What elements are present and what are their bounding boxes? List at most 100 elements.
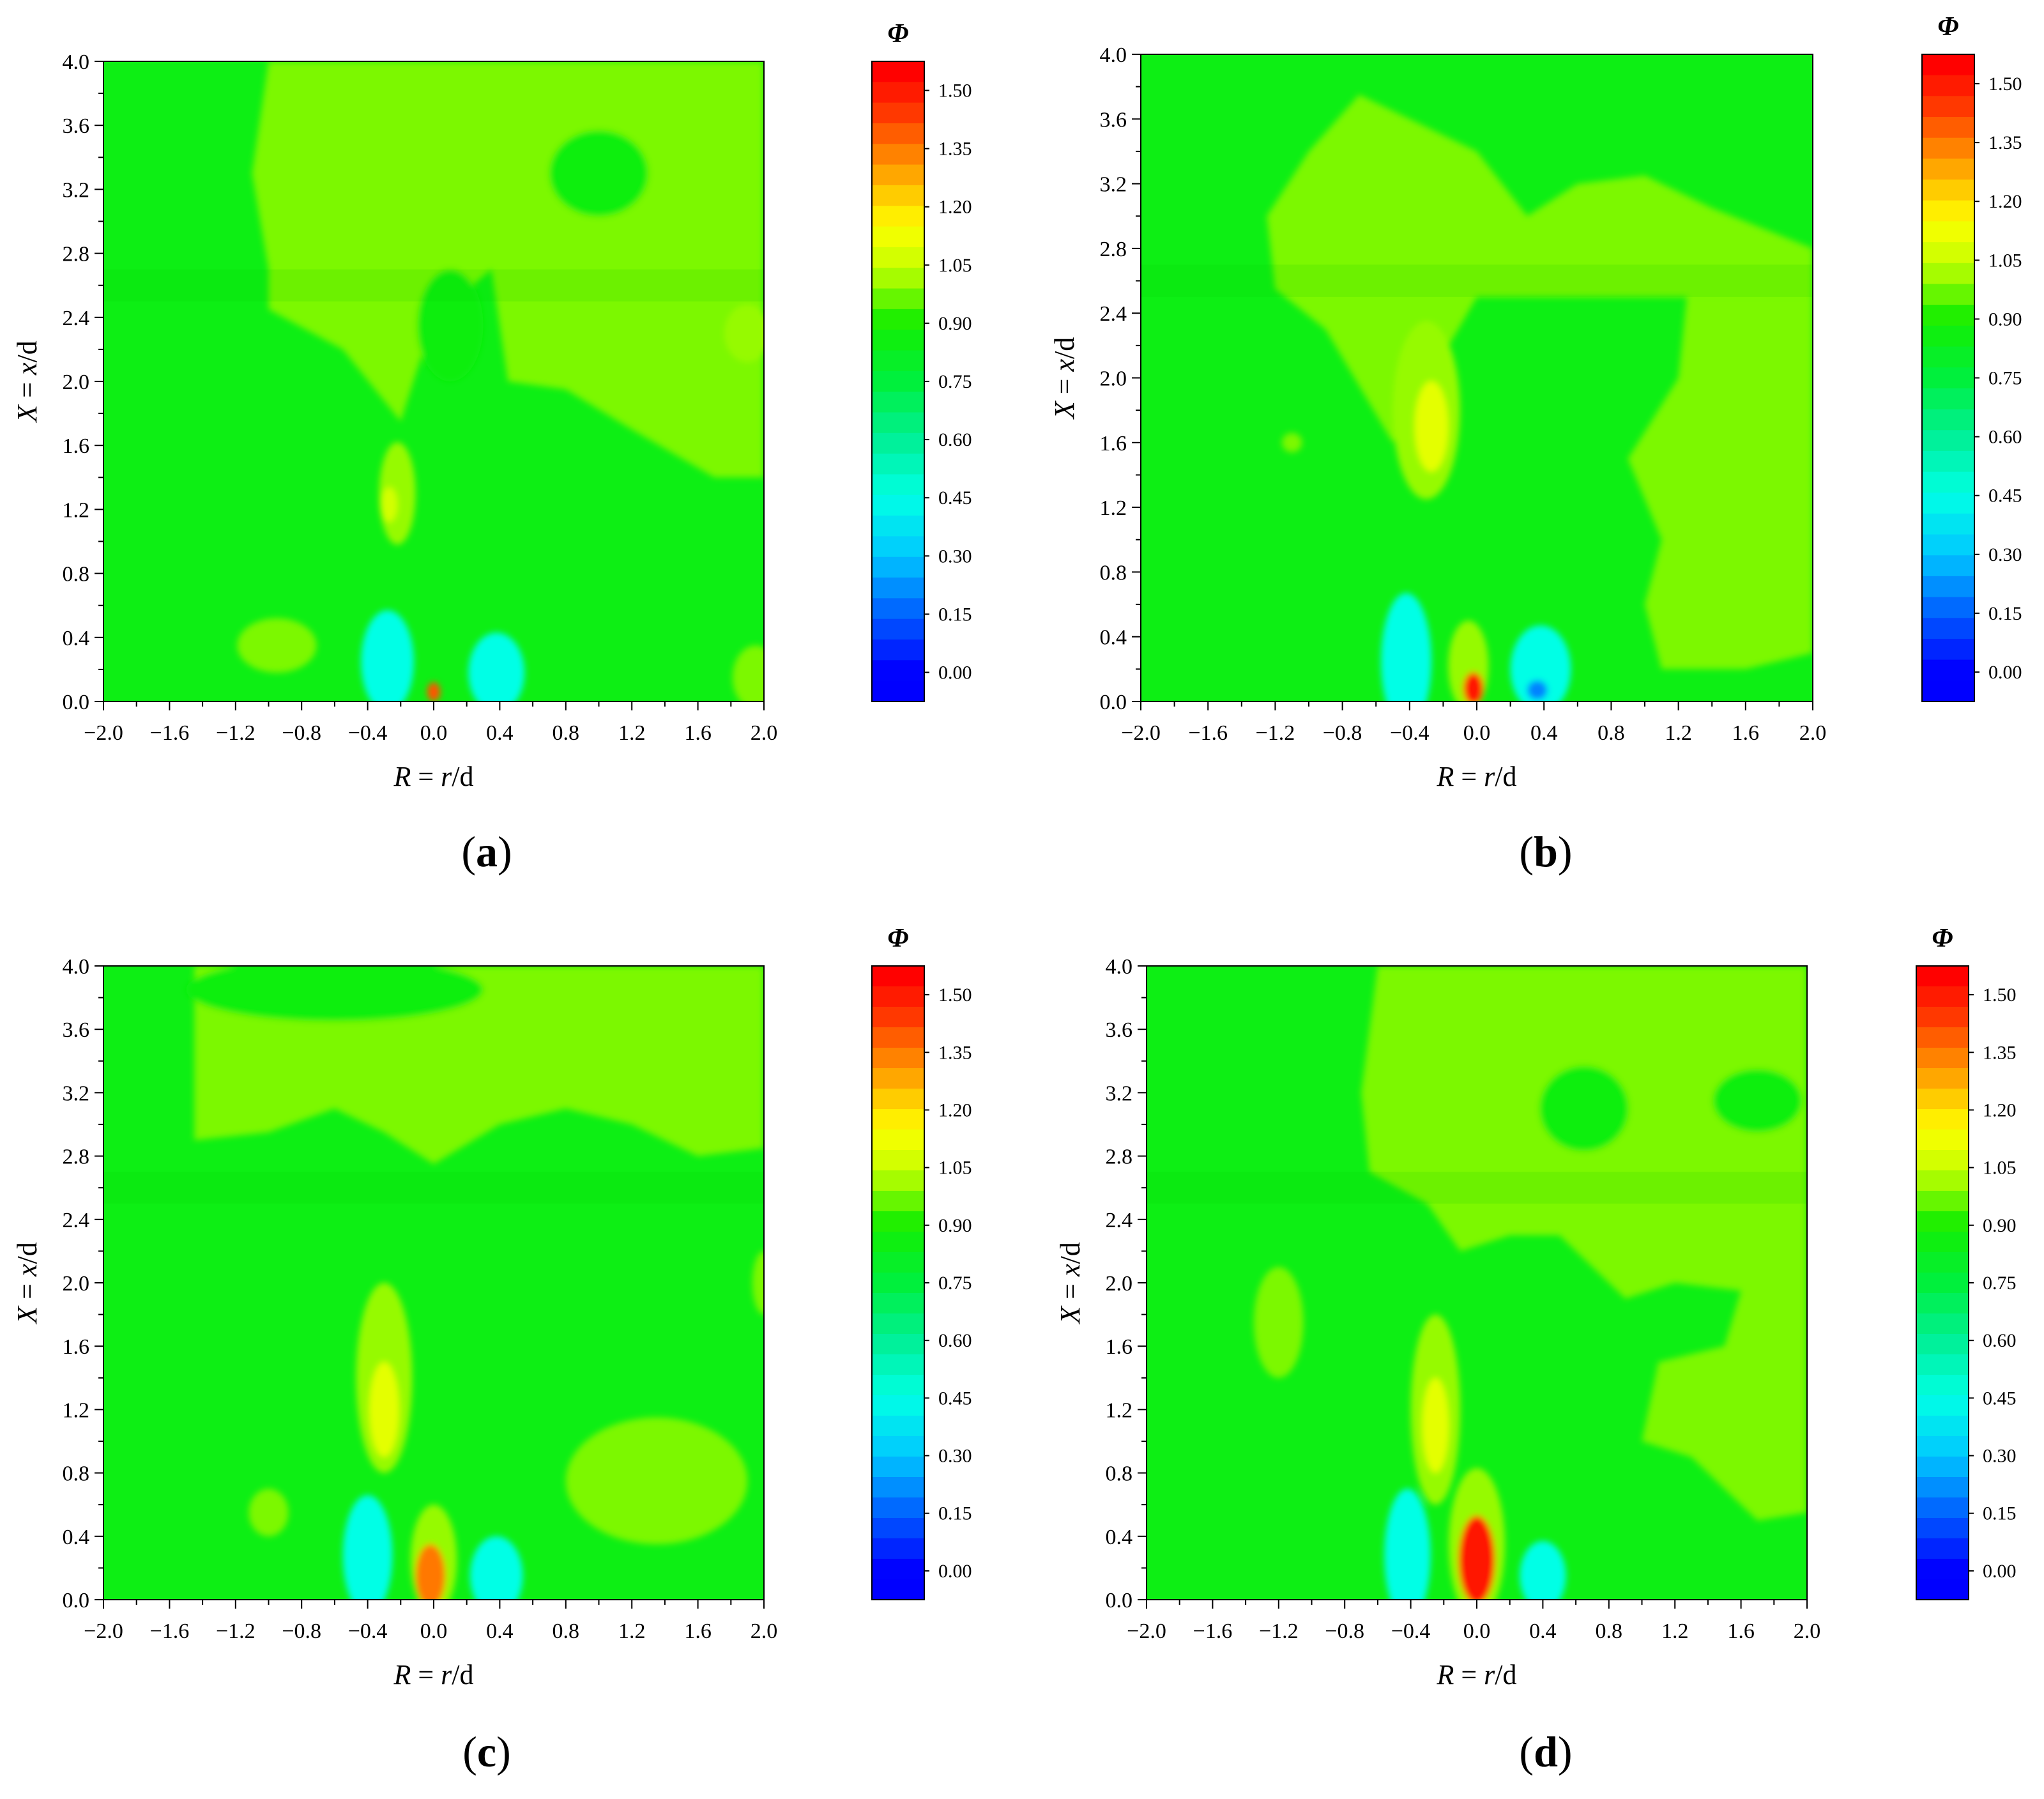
colorbar-tick-label: 0.60	[938, 429, 972, 450]
y-tick-label: 2.8	[1100, 238, 1127, 261]
y-tick-label: 2.4	[1100, 302, 1127, 326]
colorbar-title: Φ	[887, 924, 908, 953]
x-tick-label: −0.8	[282, 721, 321, 745]
colorbar-segment	[1916, 1457, 1969, 1478]
colorbar-segment	[1922, 242, 1974, 264]
panel-label: (a)	[461, 827, 512, 876]
colorbar-segment	[872, 680, 924, 702]
colorbar-tick-label: 0.30	[1988, 544, 2022, 565]
x-tick-label: −2.0	[84, 721, 123, 745]
colorbar-segment	[1922, 597, 1974, 619]
x-tick-label: −0.4	[348, 721, 388, 745]
y-tick-label: 2.0	[1106, 1272, 1133, 1296]
colorbar-segment	[872, 164, 924, 186]
colorbar-tick-label: 0.45	[938, 1388, 972, 1409]
colorbar-segment	[1916, 1395, 1969, 1416]
x-tick-label: 0.4	[1529, 1619, 1557, 1643]
colorbar-tick-label: 0.15	[1983, 1503, 2017, 1524]
colorbar-segment	[872, 1007, 924, 1028]
colorbar-segment	[1916, 1497, 1969, 1519]
colorbar-segment	[1916, 1252, 1969, 1273]
colorbar-segment	[872, 1232, 924, 1253]
colorbar-segment	[872, 330, 924, 351]
colorbar-segment	[872, 578, 924, 599]
colorbar-tick-label: 1.20	[1988, 191, 2022, 212]
y-tick-label: 0.4	[1106, 1526, 1133, 1549]
colorbar-segment	[1922, 638, 1974, 661]
colorbar-segment	[872, 618, 924, 641]
colorbar-segment	[872, 1334, 924, 1355]
colorbar-segment	[872, 61, 924, 83]
colorbar-segment	[872, 268, 924, 289]
colorbar: 1.50 1.35 1.20 1.05 0.90 0.75 0.60 0.45 0.30 0.15…	[871, 924, 972, 1600]
colorbar-segment	[1916, 1334, 1969, 1355]
y-tick-label: 1.2	[1106, 1398, 1133, 1422]
y-tick-label: 4.0	[1106, 955, 1133, 979]
colorbar-tick-label: 1.50	[1983, 984, 2017, 1006]
colorbar-segment	[872, 1518, 924, 1539]
y-tick-label: 2.4	[1106, 1209, 1133, 1232]
colorbar-segment	[872, 288, 924, 310]
colorbar-segment	[1916, 1559, 1969, 1580]
contour-field	[1141, 54, 1813, 701]
contour-blob	[186, 966, 484, 1022]
colorbar-segment	[872, 247, 924, 269]
colorbar-segment	[872, 1089, 924, 1110]
x-tick-label: −0.8	[1325, 1619, 1364, 1643]
colorbar-tick-label: 0.00	[1988, 662, 2022, 683]
contour-blob	[732, 645, 764, 701]
colorbar-segment	[1916, 1232, 1969, 1253]
colorbar-segment	[872, 82, 924, 103]
colorbar-tick-label: 0.15	[938, 1503, 972, 1524]
colorbar-segment	[872, 1027, 924, 1048]
colorbar-segment	[1916, 1273, 1969, 1294]
contour-blob	[468, 632, 525, 701]
colorbar-segment	[1916, 1477, 1969, 1498]
colorbar-segment	[872, 474, 924, 496]
colorbar-segment	[872, 433, 924, 455]
x-tick-label: 0.4	[486, 1619, 514, 1643]
x-tick-label: 0.8	[1598, 721, 1625, 745]
y-tick-label: 1.6	[1100, 432, 1127, 455]
contour-blob	[342, 1495, 393, 1600]
x-axis-label: R = r/d	[393, 761, 473, 792]
colorbar-segment	[1922, 513, 1974, 535]
colorbar-segment	[1922, 284, 1974, 306]
colorbar-segment	[1922, 576, 1974, 598]
colorbar: 1.50 1.35 1.20 1.05 0.90 0.75 0.60 0.45 0.30 0.15…	[1916, 924, 2017, 1600]
colorbar-segment	[1916, 1579, 1969, 1600]
colorbar-segment	[872, 144, 924, 165]
colorbar-segment	[872, 986, 924, 1007]
colorbar-segment	[1922, 388, 1974, 410]
colorbar-tick-label: 0.00	[938, 662, 972, 683]
x-tick-label: −0.8	[1323, 721, 1362, 745]
x-tick-label: 2.0	[751, 721, 778, 745]
x-axis-label: R = r/d	[1436, 761, 1516, 792]
colorbar-segment	[872, 1170, 924, 1191]
colorbar-segment	[872, 1293, 924, 1314]
contour-field	[103, 61, 764, 701]
x-axis-label: R = r/d	[393, 1659, 473, 1690]
contour-blob	[1527, 680, 1548, 700]
colorbar-segment	[872, 639, 924, 661]
colorbar-segment	[872, 1457, 924, 1478]
colorbar-segment	[1916, 1089, 1969, 1110]
colorbar-segment	[1916, 1211, 1969, 1232]
colorbar-segment	[872, 1354, 924, 1375]
colorbar-segment	[872, 226, 924, 248]
colorbar-tick-label: 0.45	[938, 487, 972, 509]
colorbar-segment	[1922, 409, 1974, 431]
colorbar-tick-label: 0.75	[1988, 368, 2022, 389]
x-tick-label: −0.4	[348, 1619, 388, 1643]
colorbar-tick-label: 1.20	[938, 197, 972, 218]
x-tick-label: 0.4	[486, 721, 514, 745]
colorbar-segment	[1916, 986, 1969, 1007]
colorbar-segment	[1922, 346, 1974, 369]
colorbar-segment	[872, 966, 924, 987]
colorbar-tick-label: 0.75	[938, 371, 972, 392]
colorbar-segment	[1916, 1313, 1969, 1335]
colorbar-segment	[872, 536, 924, 558]
contour-region	[1628, 296, 1813, 670]
contour-blob	[1539, 1066, 1629, 1152]
y-tick-label: 2.8	[63, 243, 90, 266]
